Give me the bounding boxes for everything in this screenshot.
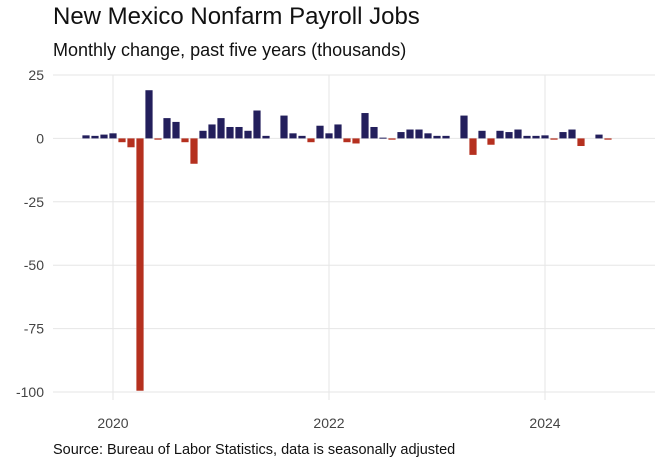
bar-2023-09 — [505, 132, 513, 139]
bar-2020-10 — [190, 138, 198, 164]
y-tick-label: -100 — [16, 384, 44, 400]
chart-title: New Mexico Nonfarm Payroll Jobs — [53, 3, 420, 30]
bar-2021-04 — [244, 130, 252, 139]
chart-caption: Source: Bureau of Labor Statistics, data… — [53, 442, 456, 458]
bar-2019-11 — [91, 135, 99, 139]
chart-subtitle: Monthly change, past five years (thousan… — [53, 40, 407, 60]
bar-2020-03 — [127, 138, 135, 148]
bar-2020-08 — [172, 121, 180, 139]
bar-2024-08 — [604, 138, 612, 140]
x-tick-label: 2024 — [529, 415, 560, 431]
bar-2023-07 — [487, 138, 495, 145]
bar-2024-02 — [550, 138, 558, 140]
bar-2022-03 — [343, 138, 351, 143]
bar-2020-11 — [199, 130, 207, 139]
bar-2023-11 — [523, 135, 531, 139]
y-tick-label: 0 — [36, 130, 44, 146]
bar-2023-02 — [442, 135, 450, 139]
bar-2021-12 — [316, 125, 324, 139]
bar-2021-01 — [217, 118, 225, 139]
bar-2021-05 — [253, 110, 261, 139]
bar-2021-10 — [298, 135, 306, 139]
bar-2023-06 — [478, 130, 486, 139]
bar-2024-03 — [559, 132, 567, 139]
bar-2022-04 — [352, 138, 360, 144]
y-tick-label: -75 — [24, 321, 44, 337]
y-tick-label: -25 — [24, 194, 44, 210]
bar-2022-10 — [406, 129, 414, 139]
x-tick-label: 2022 — [313, 415, 344, 431]
bar-2024-07 — [595, 134, 603, 139]
bar-2022-07 — [379, 137, 387, 139]
bar-2020-04 — [136, 138, 144, 391]
bar-2024-04 — [568, 129, 576, 139]
bar-2019-12 — [100, 134, 108, 139]
bar-2022-02 — [334, 124, 342, 139]
bar-2019-10 — [82, 135, 90, 139]
bar-2024-01 — [541, 135, 549, 139]
bar-2022-12 — [424, 133, 432, 139]
bar-2020-02 — [118, 138, 126, 143]
bar-2023-01 — [433, 135, 441, 139]
bar-2021-09 — [289, 133, 297, 139]
bar-2023-05 — [469, 138, 477, 155]
bar-2022-05 — [361, 113, 369, 139]
bar-2022-01 — [325, 133, 333, 139]
bar-2021-11 — [307, 138, 315, 143]
bar-2022-08 — [388, 138, 396, 140]
y-tick-label: 25 — [28, 67, 44, 83]
bar-2022-11 — [415, 129, 423, 139]
bar-2020-01 — [109, 133, 117, 139]
bar-2020-09 — [181, 138, 189, 143]
bar-2020-06 — [154, 138, 162, 140]
x-tick-label: 2020 — [97, 415, 128, 431]
bar-2023-08 — [496, 130, 504, 139]
bar-2021-06 — [262, 135, 270, 139]
bar-2024-05 — [577, 138, 585, 147]
bar-2021-08 — [280, 115, 288, 139]
bar-2023-12 — [532, 135, 540, 139]
bar-2021-02 — [226, 126, 234, 139]
bar-2022-06 — [370, 126, 378, 139]
bar-2023-10 — [514, 129, 522, 139]
bar-2023-04 — [460, 115, 468, 139]
bar-2021-03 — [235, 126, 243, 139]
bar-2022-09 — [397, 132, 405, 139]
bar-2020-05 — [145, 90, 153, 139]
y-tick-label: -50 — [24, 257, 44, 273]
bar-2020-07 — [163, 118, 171, 139]
bar-2020-12 — [208, 124, 216, 139]
